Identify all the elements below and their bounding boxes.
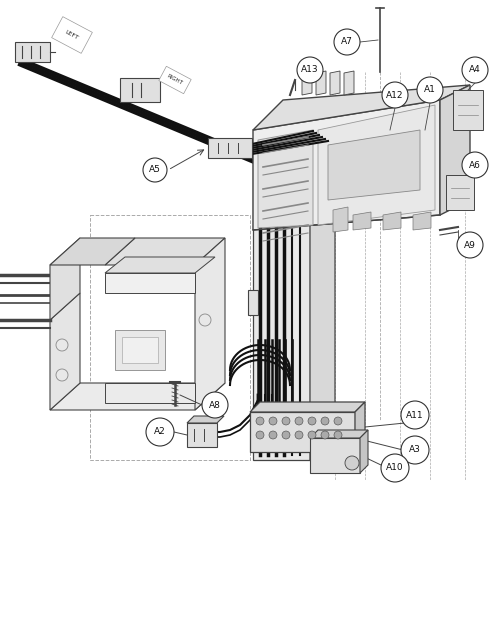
Polygon shape [105,273,195,293]
Circle shape [202,392,228,418]
Polygon shape [440,85,470,215]
Circle shape [334,431,342,439]
Polygon shape [413,212,431,230]
Circle shape [334,417,342,425]
Circle shape [457,232,483,258]
Polygon shape [258,130,313,228]
Text: RIGHT: RIGHT [166,74,184,86]
Polygon shape [253,155,310,460]
Circle shape [56,369,68,381]
Polygon shape [355,402,365,452]
Polygon shape [105,383,195,403]
Circle shape [143,158,167,182]
Polygon shape [115,330,165,370]
Text: A12: A12 [386,91,404,99]
Polygon shape [187,423,217,447]
Text: A9: A9 [464,241,476,249]
Polygon shape [122,337,158,363]
Circle shape [256,417,264,425]
Polygon shape [344,71,354,95]
Polygon shape [310,438,360,473]
Polygon shape [250,412,355,452]
Polygon shape [105,238,225,265]
Polygon shape [316,71,326,95]
Text: LEFT: LEFT [64,29,80,41]
Text: A3: A3 [409,446,421,454]
Circle shape [308,417,316,425]
Polygon shape [328,130,420,200]
Polygon shape [253,85,470,130]
Polygon shape [360,430,368,473]
Circle shape [462,57,488,83]
Polygon shape [248,290,258,315]
Circle shape [382,82,408,108]
Polygon shape [15,42,50,62]
Polygon shape [50,238,80,320]
Polygon shape [353,212,371,230]
Polygon shape [330,71,340,95]
Circle shape [199,314,211,326]
Text: A13: A13 [301,65,319,75]
Circle shape [417,77,443,103]
Polygon shape [310,140,335,460]
Circle shape [381,454,409,482]
Polygon shape [253,100,440,230]
Circle shape [282,417,290,425]
Polygon shape [187,416,224,423]
Text: A11: A11 [406,410,424,420]
Circle shape [269,417,277,425]
Circle shape [321,431,329,439]
Circle shape [462,152,488,178]
Circle shape [146,418,174,446]
Text: A8: A8 [209,401,221,410]
Circle shape [334,29,360,55]
Text: A2: A2 [154,427,166,437]
Polygon shape [318,105,435,225]
Text: A5: A5 [149,165,161,175]
Circle shape [308,431,316,439]
Polygon shape [250,402,365,412]
Text: A1: A1 [424,85,436,94]
Circle shape [269,431,277,439]
Circle shape [282,431,290,439]
Polygon shape [383,212,401,230]
Circle shape [345,456,359,470]
Polygon shape [120,78,160,102]
Polygon shape [446,175,474,210]
Text: A4: A4 [469,65,481,75]
Polygon shape [50,293,80,410]
Polygon shape [195,238,225,410]
Polygon shape [50,238,135,265]
Circle shape [297,57,323,83]
Circle shape [295,431,303,439]
Circle shape [256,431,264,439]
Circle shape [295,417,303,425]
Circle shape [321,417,329,425]
Polygon shape [453,90,483,130]
Circle shape [401,436,429,464]
Text: A6: A6 [469,161,481,170]
Text: A7: A7 [341,37,353,46]
Text: A10: A10 [386,463,404,472]
Polygon shape [105,257,215,273]
Polygon shape [333,207,348,232]
Circle shape [56,339,68,351]
Circle shape [401,401,429,429]
Polygon shape [208,138,252,158]
Polygon shape [302,71,312,95]
Polygon shape [310,430,368,438]
Polygon shape [50,383,225,410]
